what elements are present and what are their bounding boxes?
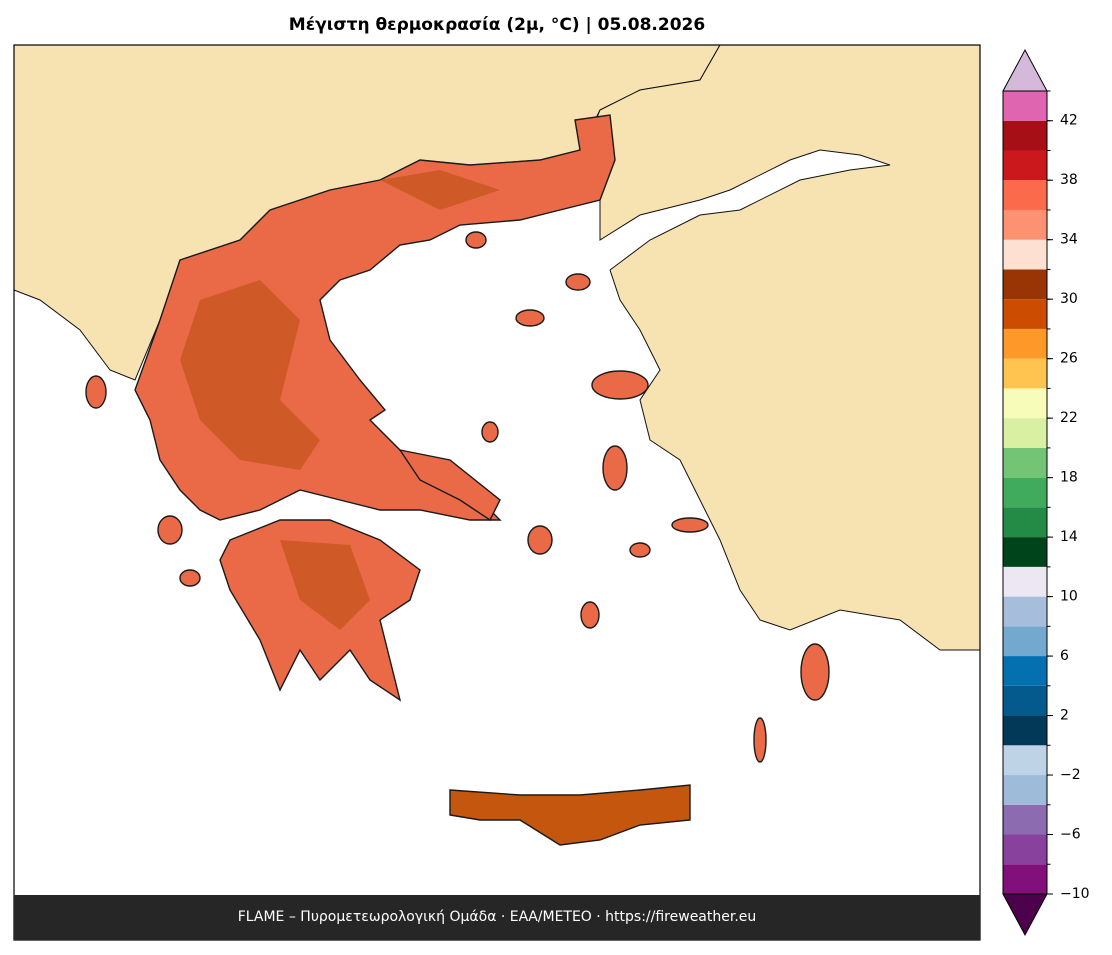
map	[13, 44, 981, 941]
colorbar-tick-label: 42	[1060, 113, 1078, 129]
colorbar-tick-label: 14	[1060, 529, 1078, 545]
colorbar-band	[1003, 685, 1047, 716]
colorbar-tick-label: 18	[1060, 470, 1078, 486]
colorbar-band	[1003, 91, 1047, 121]
colorbar-band	[1003, 804, 1047, 835]
colorbar-band	[1003, 388, 1047, 419]
colorbar-tick-label: −10	[1060, 886, 1090, 902]
colorbar-band	[1003, 120, 1047, 151]
colorbar-band	[1003, 715, 1047, 746]
colorbar-tick-label: 22	[1060, 410, 1078, 426]
footer-bar	[14, 895, 980, 940]
colorbar-band	[1003, 566, 1047, 597]
colorbar-under	[1002, 893, 1048, 937]
colorbar-band	[1003, 537, 1047, 567]
colorbar-band	[1003, 507, 1047, 538]
colorbar-band	[1003, 180, 1047, 210]
colorbar-band	[1003, 656, 1047, 686]
colorbar-band	[1003, 447, 1047, 478]
islands	[85, 231, 830, 763]
colorbar-band	[1003, 477, 1047, 508]
mountains	[180, 170, 500, 470]
colorbar-band	[1003, 596, 1047, 627]
colorbar-band	[1003, 239, 1047, 270]
colorbar-tick-label: 38	[1060, 172, 1078, 188]
colorbar-outline	[1002, 91, 1048, 894]
colorbar-band	[1003, 209, 1047, 240]
footer-text: FLAME – Πυρομετεωρολογική Ομάδα · ΕΑΑ/ME…	[238, 909, 757, 925]
colorbar-band	[1003, 328, 1047, 359]
peloponnese-mountains	[280, 540, 370, 630]
colorbar-band	[1003, 418, 1047, 448]
colorbar-tick-label: −6	[1060, 827, 1081, 843]
colorbar-band	[1003, 834, 1047, 865]
colorbar-tick-label: −2	[1060, 767, 1081, 783]
colorbar-tick-label: 26	[1060, 351, 1078, 367]
colorbar-band	[1003, 864, 1047, 894]
colorbar-tick-label: 6	[1060, 648, 1069, 664]
map-title: Μέγιστη θερμοκρασία (2μ, °C) | 05.08.202…	[289, 15, 705, 35]
colorbar-tick-label: 2	[1060, 708, 1069, 724]
turkey	[579, 44, 981, 651]
colorbar-band	[1003, 299, 1047, 329]
colorbar-tick-label: 10	[1060, 589, 1078, 605]
colorbar-over	[1002, 48, 1048, 92]
colorbar-band	[1003, 775, 1047, 805]
colorbar-tick-label: 30	[1060, 291, 1078, 307]
euboea	[398, 448, 501, 522]
crete	[449, 784, 691, 846]
colorbar-band	[1003, 745, 1047, 776]
colorbar-band	[1003, 269, 1047, 300]
colorbar-band	[1003, 358, 1047, 389]
colorbar-band	[1003, 150, 1047, 181]
colorbar-band	[1003, 626, 1047, 657]
colorbar-tick-label: 34	[1060, 232, 1078, 248]
